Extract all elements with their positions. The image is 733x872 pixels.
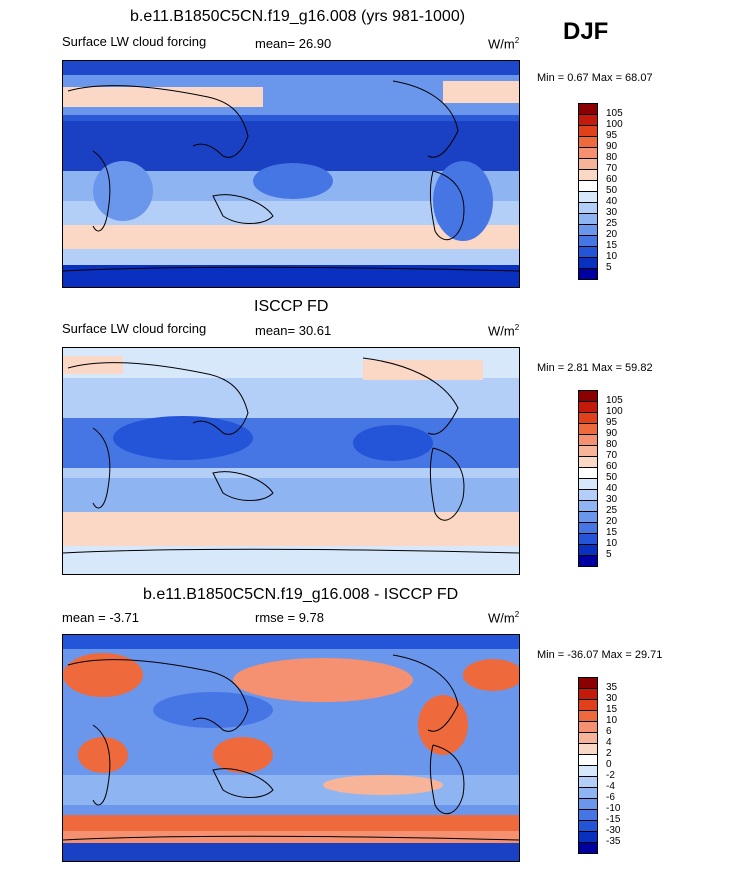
colorbar3-label: 0 xyxy=(606,759,612,770)
panel1-title: b.e11.B1850C5CN.f19_g16.008 (yrs 981-100… xyxy=(130,8,466,25)
colorbar2-label: 25 xyxy=(606,505,618,516)
colorbar1-label: 80 xyxy=(606,152,618,163)
panel2-title: ISCCP FD xyxy=(254,298,329,315)
colorbar1-label: 60 xyxy=(606,174,618,185)
colorbar2-label: 105 xyxy=(606,395,623,406)
colorbar3-label: 2 xyxy=(606,748,612,759)
colorbar1-label: 90 xyxy=(606,141,618,152)
colorbar2-label: 70 xyxy=(606,450,618,461)
colorbar2-label: 50 xyxy=(606,472,618,483)
colorbar3-label: -4 xyxy=(606,781,615,792)
panel2-mean: mean= 30.61 xyxy=(255,323,332,338)
colorbar3-label: -6 xyxy=(606,792,615,803)
colorbar1-label: 15 xyxy=(606,240,618,251)
colorbar2-label: 10 xyxy=(606,538,618,549)
colorbar3-swatch xyxy=(578,842,598,854)
colorbar1-label: 40 xyxy=(606,196,618,207)
panel2-map xyxy=(62,347,520,575)
colorbar3-label: 6 xyxy=(606,726,612,737)
colorbar1-label: 50 xyxy=(606,185,618,196)
panel1-subtitle: Surface LW cloud forcing xyxy=(62,34,207,49)
colorbar2-label: 5 xyxy=(606,549,612,560)
panel1-units: W/m2 xyxy=(488,36,520,52)
colorbar1-label: 30 xyxy=(606,207,618,218)
panel3-map xyxy=(62,634,520,862)
colorbar1-label: 95 xyxy=(606,130,618,141)
colorbar3-label: -35 xyxy=(606,836,621,847)
panel3-title: b.e11.B1850C5CN.f19_g16.008 - ISCCP FD xyxy=(143,586,459,603)
colorbar1-swatch xyxy=(578,268,598,280)
colorbar1-label: 70 xyxy=(606,163,618,174)
colorbar3-label: -10 xyxy=(606,803,621,814)
colorbar2-label: 15 xyxy=(606,527,618,538)
colorbar2-label: 60 xyxy=(606,461,618,472)
colorbar1-label: 5 xyxy=(606,262,612,273)
panel1-colorbar: 105 100 95 90 80 70 60 50 40 30 25 20 15 10 5 xyxy=(578,103,658,283)
colorbar2-label: 40 xyxy=(606,483,618,494)
colorbar2-label: 30 xyxy=(606,494,618,505)
season-label: DJF xyxy=(563,18,609,45)
colorbar3-label: -15 xyxy=(606,814,621,825)
colorbar1-label: 20 xyxy=(606,229,618,240)
colorbar3-label: 15 xyxy=(606,704,618,715)
panel3-units: W/m2 xyxy=(488,610,520,626)
colorbar2-label: 20 xyxy=(606,516,618,527)
colorbar3-label: 4 xyxy=(606,737,612,748)
colorbar1-label: 10 xyxy=(606,251,618,262)
panel2-colorbar: 105 100 95 90 80 70 60 50 40 30 25 20 15 10 5 xyxy=(578,390,658,570)
panel2-units: W/m2 xyxy=(488,323,520,339)
colorbar2-label: 95 xyxy=(606,417,618,428)
colorbar1-label: 25 xyxy=(606,218,618,229)
panel3-mean: mean = -3.71 xyxy=(62,610,139,625)
colorbar2-label: 80 xyxy=(606,439,618,450)
colorbar2-label: 100 xyxy=(606,406,623,417)
colorbar2-label: 90 xyxy=(606,428,618,439)
colorbar1-label: 100 xyxy=(606,119,623,130)
colorbar3-label: -2 xyxy=(606,770,615,781)
panel3-rmse: rmse = 9.78 xyxy=(255,610,325,625)
panel1-mean: mean= 26.90 xyxy=(255,36,332,51)
panel1-minmax: Min = 0.67 Max = 68.07 xyxy=(537,72,653,84)
panel2-subtitle: Surface LW cloud forcing xyxy=(62,321,207,336)
colorbar3-label: 10 xyxy=(606,715,618,726)
colorbar3-label: 30 xyxy=(606,693,618,704)
panel1-map xyxy=(62,60,520,288)
colorbar3-label: -30 xyxy=(606,825,621,836)
colorbar3-label: 35 xyxy=(606,682,618,693)
panel2-minmax: Min = 2.81 Max = 59.82 xyxy=(537,362,653,374)
colorbar2-swatch xyxy=(578,555,598,567)
panel3-colorbar: 35 30 15 10 6 4 2 0 -2 -4 -6 -10 -15 -30 -35 xyxy=(578,677,658,857)
panel3-minmax: Min = -36.07 Max = 29.71 xyxy=(537,649,663,661)
colorbar1-label: 105 xyxy=(606,108,623,119)
